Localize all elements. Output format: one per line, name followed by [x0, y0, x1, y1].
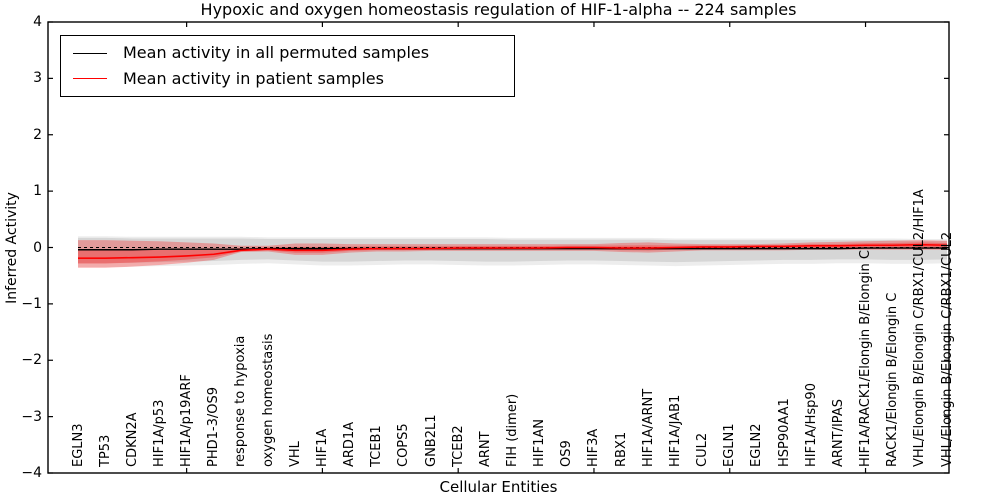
entity-label: EGLN2	[749, 423, 765, 467]
confidence-bands	[78, 236, 947, 268]
entity-label: PHD1-3/OS9	[206, 387, 222, 467]
entity-label: HIF1A/RACK1/Elongin B/Elongin C	[858, 250, 874, 467]
y-tick-label: 3	[33, 70, 42, 87]
y-tick-label: 1	[33, 183, 42, 200]
entity-label: HIF1A/p19ARF	[179, 374, 195, 467]
entity-label: CDKN2A	[124, 412, 140, 467]
entity-label: HSP90AA1	[776, 398, 792, 467]
entity-label: TP53	[97, 434, 113, 467]
entity-label: VHL/Elongin B/Elongin C/RBX1/CUL2/HIF1A	[912, 189, 928, 467]
entity-label: EGLN1	[722, 423, 738, 467]
entity-label: TCEB2	[450, 425, 466, 467]
permuted-band-outer	[78, 236, 947, 268]
entity-label: VHL	[287, 441, 303, 467]
entity-label: VHL/Elongin B/Elongin C/RBX1/CUL2	[939, 231, 955, 467]
entity-label: HIF1AN	[532, 419, 548, 467]
entity-label: response to hypoxia	[233, 335, 249, 467]
entity-label: OS9	[559, 440, 575, 467]
y-tick-label: −2	[21, 352, 42, 369]
entity-label: RACK1/Elongin B/Elongin C	[885, 292, 901, 467]
entity-label: HIF1A	[314, 428, 330, 467]
entity-label: GNB2L1	[423, 414, 439, 467]
y-tick-label: 2	[33, 126, 42, 143]
x-axis-label: Cellular Entities	[439, 478, 558, 496]
series-lines	[78, 243, 948, 260]
legend-label-patient: Mean activity in patient samples	[123, 68, 384, 88]
entity-label: HIF3A	[586, 428, 602, 467]
patient-line-sample-icon	[73, 78, 107, 80]
entity-label: HIF1A/JAB1	[667, 394, 683, 467]
y-tick-label: −3	[21, 408, 42, 425]
entity-label: HIF1A/p53	[151, 399, 167, 467]
entity-label: HIF1A/ARNT	[640, 388, 656, 467]
legend-row-patient: Mean activity in patient samples	[61, 69, 514, 89]
chart-title: Hypoxic and oxygen homeostasis regulatio…	[200, 0, 797, 19]
permuted-line-sample-icon	[73, 52, 107, 54]
entity-label: oxygen homeostasis	[260, 333, 276, 467]
y-tick-label: 0	[33, 239, 42, 256]
entity-label: ARNT/IPAS	[830, 399, 846, 467]
entity-label: COPS5	[396, 423, 412, 467]
entity-label: EGLN3	[70, 423, 86, 467]
y-tick-label: 4	[33, 14, 42, 30]
entity-label: FIH (dimer)	[505, 393, 520, 467]
entity-label: HIF1A/Hsp90	[803, 383, 819, 467]
entity-label: TCEB1	[369, 425, 385, 467]
y-tick-label: −1	[21, 295, 42, 312]
permuted-band	[78, 237, 947, 264]
entity-label: RBX1	[613, 431, 629, 467]
entity-label: CUL2	[695, 432, 711, 467]
axes-frame	[47, 21, 950, 474]
legend-label-permuted: Mean activity in all permuted samples	[123, 43, 430, 63]
legend: Mean activity in all permuted samples Me…	[60, 35, 515, 97]
entity-label: ARNT	[477, 431, 493, 467]
y-tick-label: −4	[21, 465, 42, 481]
entity-label: ARD1A	[342, 421, 358, 467]
legend-row-permuted: Mean activity in all permuted samples	[61, 43, 514, 63]
patient-mean-line	[78, 243, 948, 260]
